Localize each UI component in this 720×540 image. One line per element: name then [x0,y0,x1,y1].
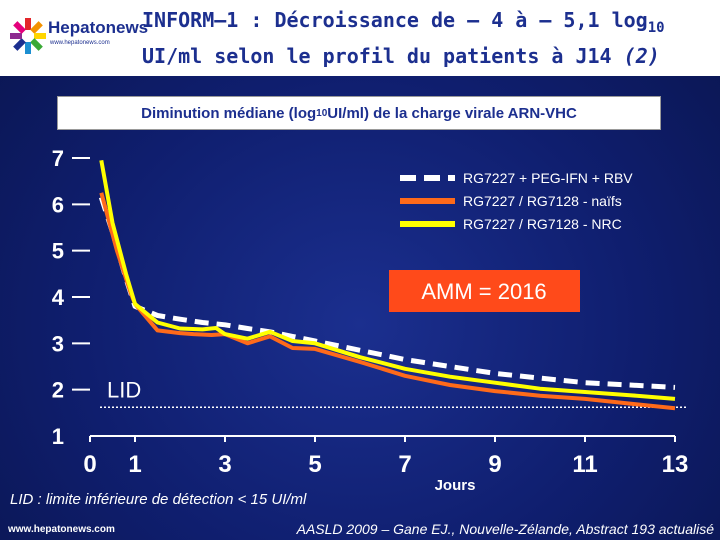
x-tick-label: 11 [572,451,597,478]
x-tick-label: 3 [218,451,231,478]
lid-label: LID [107,377,141,402]
title-line1: INFORM–1 : Décroissance de – 4 à – 5,1 l… [142,8,648,32]
x-tick-label: 5 [308,451,321,478]
y-tick-label: 4 [52,285,65,310]
lid-footnote: LID : limite inférieure de détection < 1… [10,491,307,508]
subtitle-text: Diminution médiane (log [141,104,317,122]
series-line-3 [99,159,676,401]
legend-label-1: RG7227 + PEG-IFN + RBV [463,170,633,186]
chart-subtitle: Diminution médiane (log 10 UI/ml) de la c… [57,96,661,130]
legend-label-2: RG7227 / RG7128 - naïfs [463,193,622,209]
footer-url: www.hepatonews.com [8,524,115,535]
y-tick-label: 1 [52,424,64,449]
x-tick-label: 9 [488,451,501,478]
y-tick-label: 2 [52,378,64,403]
header-bar: Hepatonews www.hepatonews.com INFORM–1 :… [0,0,720,76]
legend-label-3: RG7227 / RG7128 - NRC [463,216,622,232]
y-tick-label: 5 [52,239,64,264]
hepatonews-logo-icon [10,18,46,54]
x-tick-label: 1 [128,451,141,478]
x-tick-label: 13 [662,451,689,478]
title-log-sub: 10 [647,20,665,36]
x-axis-label: Jours [435,477,476,494]
series-line-2 [99,192,676,411]
source-citation: AASLD 2009 – Gane EJ., Nouvelle-Zélande,… [296,521,714,537]
logo-url: www.hepatonews.com [50,40,110,46]
title-line2: UI/ml selon le profil du patients à J14 [142,44,612,68]
page-title: INFORM–1 : Décroissance de – 4 à – 5,1 l… [142,6,717,70]
x-tick-label: 7 [398,451,411,478]
series-line-1 [98,196,676,390]
subtitle-text-end: UI/ml) de la charge virale ARN-VHC [327,104,577,122]
logo-name: Hepatonews [48,18,149,37]
y-tick-label: 3 [52,331,64,356]
annotation-box [389,270,580,312]
x-tick-label: 0 [83,451,96,478]
subtitle-sub: 10 [316,107,328,119]
y-tick-label: 7 [52,146,64,171]
y-tick-label: 6 [52,192,64,217]
annotation-text: AMM = 2016 [421,279,546,304]
title-ref: (2) [623,44,660,68]
